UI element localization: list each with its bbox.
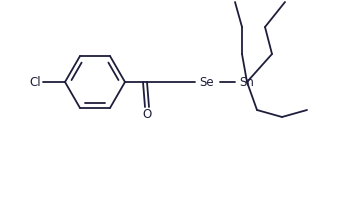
Text: Se: Se bbox=[200, 76, 214, 89]
Text: Sn: Sn bbox=[240, 76, 254, 89]
Text: Cl: Cl bbox=[29, 76, 41, 89]
Text: O: O bbox=[142, 108, 152, 121]
